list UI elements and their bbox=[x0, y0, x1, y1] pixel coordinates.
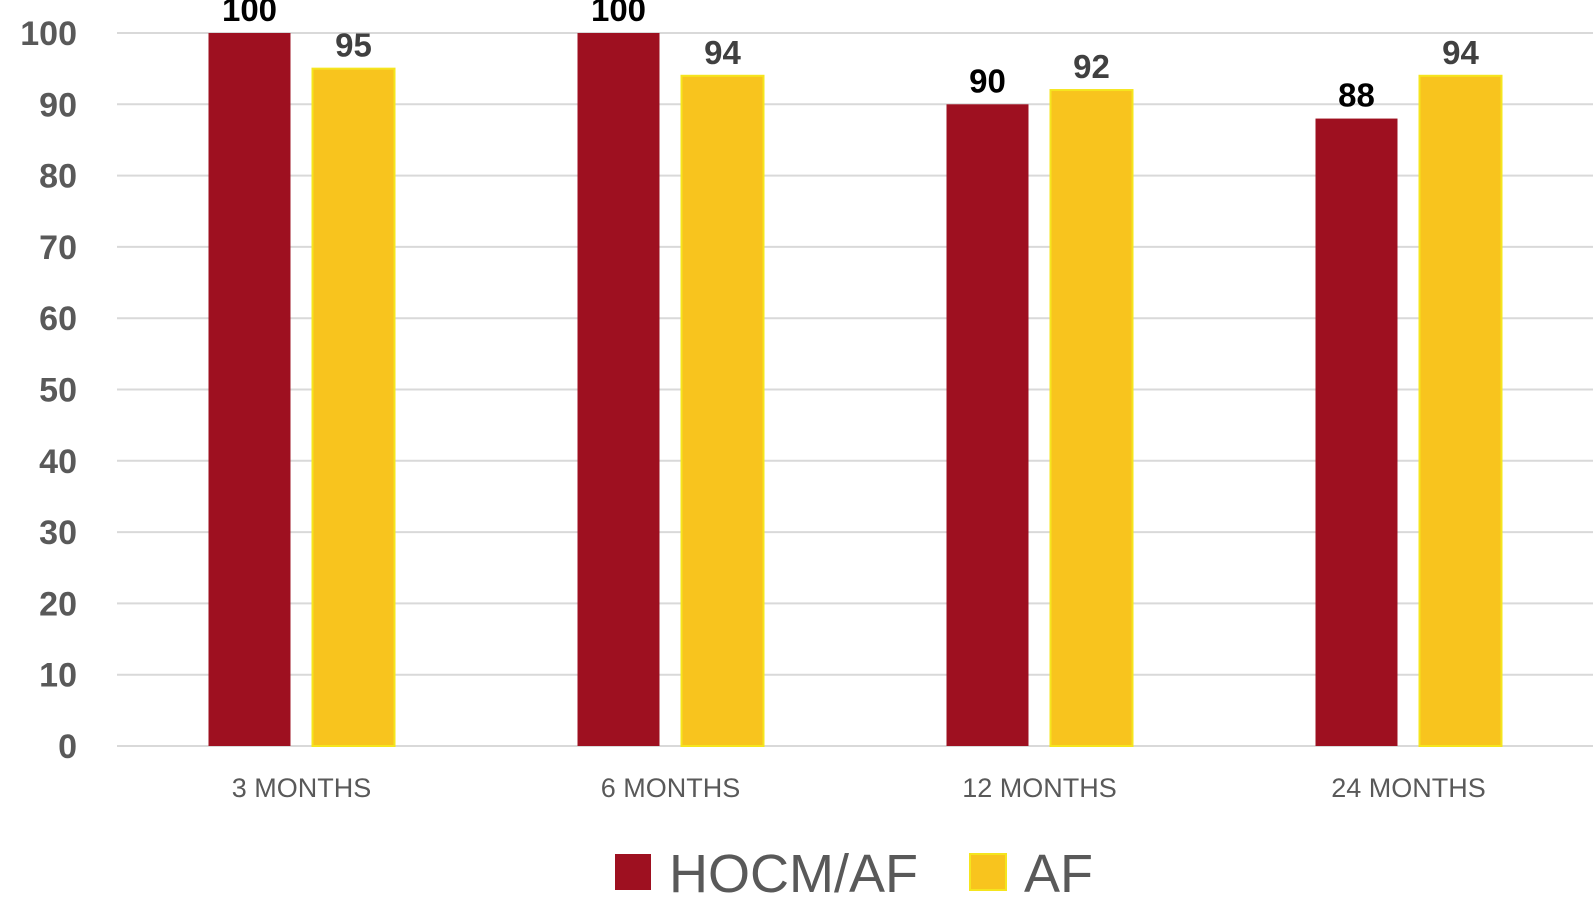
data-label: 90 bbox=[969, 62, 1006, 99]
y-tick-label: 80 bbox=[39, 158, 77, 196]
bar-af-1 bbox=[311, 67, 396, 747]
data-label: 95 bbox=[335, 27, 372, 64]
y-tick-label: 70 bbox=[39, 229, 77, 267]
data-labels: 100 95 100 94 90 92 88 94 bbox=[222, 0, 1480, 114]
y-tick-label: 0 bbox=[58, 728, 77, 766]
data-label: 94 bbox=[704, 34, 741, 71]
y-tick-label: 50 bbox=[39, 372, 77, 410]
legend-label: HOCM/AF bbox=[669, 844, 918, 904]
y-tick-label: 90 bbox=[39, 86, 77, 124]
y-tick-label: 100 bbox=[20, 15, 77, 53]
legend: HOCM/AF AF bbox=[615, 844, 1093, 904]
legend-label: AF bbox=[1024, 844, 1093, 904]
bar-hocm-af-2 bbox=[577, 33, 660, 746]
y-tick-label: 10 bbox=[39, 657, 77, 695]
x-tick-label: 24 MONTHS bbox=[1331, 773, 1486, 803]
bar-af-4 bbox=[1418, 74, 1503, 747]
bars bbox=[208, 33, 1503, 748]
data-label: 88 bbox=[1338, 77, 1375, 114]
y-axis-tick-labels: 0 10 20 30 40 50 60 70 80 90 100 bbox=[20, 15, 77, 766]
data-label: 94 bbox=[1442, 34, 1479, 71]
legend-swatch bbox=[615, 854, 651, 890]
y-tick-label: 40 bbox=[39, 443, 77, 481]
bar-hocm-af-4 bbox=[1315, 118, 1398, 746]
bar-hocm-af-1 bbox=[208, 33, 291, 746]
y-tick-label: 20 bbox=[39, 585, 77, 623]
legend-swatch bbox=[969, 853, 1007, 891]
bar-af-2 bbox=[680, 74, 765, 747]
data-label: 92 bbox=[1073, 48, 1110, 85]
x-tick-label: 6 MONTHS bbox=[601, 773, 741, 803]
y-tick-label: 60 bbox=[39, 300, 77, 338]
bar-hocm-af-3 bbox=[946, 104, 1029, 747]
x-tick-label: 3 MONTHS bbox=[232, 773, 372, 803]
data-label: 100 bbox=[591, 0, 646, 28]
y-tick-label: 30 bbox=[39, 514, 77, 552]
x-tick-label: 12 MONTHS bbox=[962, 773, 1117, 803]
bar-af-3 bbox=[1049, 89, 1134, 748]
data-label: 100 bbox=[222, 0, 277, 28]
x-axis-tick-labels: 3 MONTHS 6 MONTHS 12 MONTHS 24 MONTHS bbox=[232, 773, 1486, 803]
